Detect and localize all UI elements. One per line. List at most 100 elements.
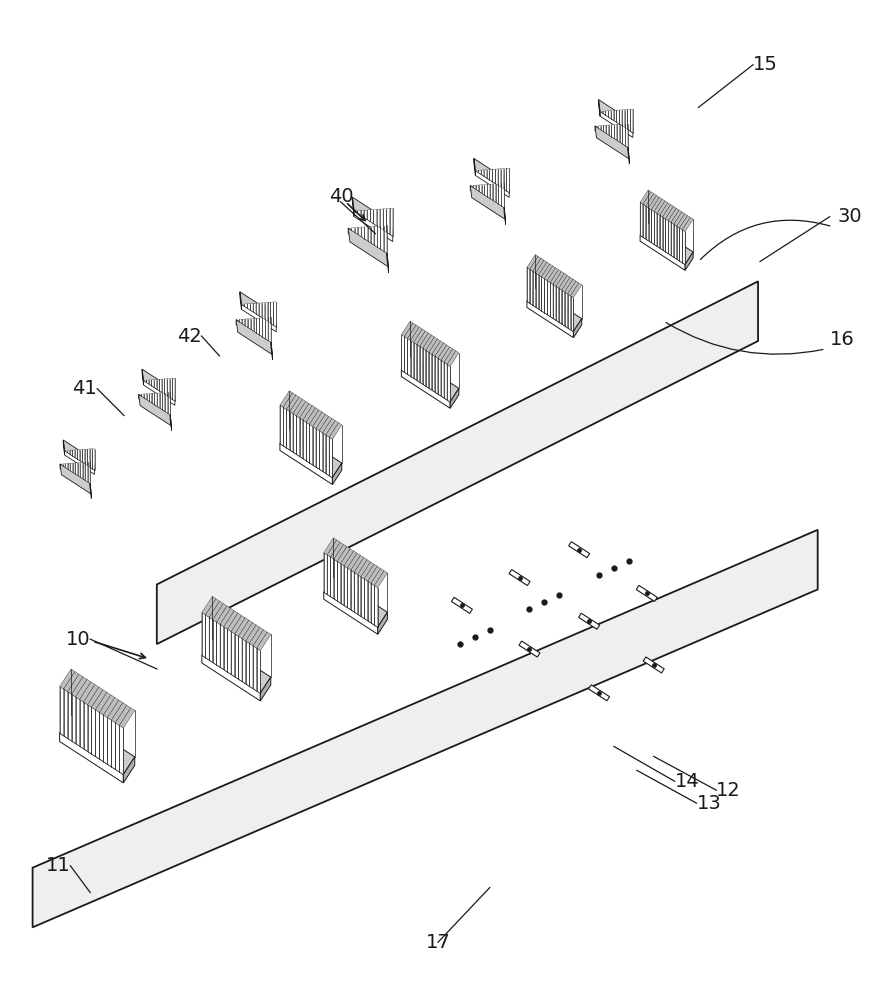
Polygon shape xyxy=(373,209,376,226)
Polygon shape xyxy=(75,697,80,746)
Polygon shape xyxy=(286,409,290,450)
Polygon shape xyxy=(621,124,625,146)
Polygon shape xyxy=(447,351,459,366)
Polygon shape xyxy=(608,125,611,137)
Polygon shape xyxy=(322,433,325,473)
Polygon shape xyxy=(371,569,384,586)
Polygon shape xyxy=(290,397,302,414)
Polygon shape xyxy=(202,613,206,658)
Polygon shape xyxy=(595,126,628,159)
Polygon shape xyxy=(613,110,616,122)
Polygon shape xyxy=(283,407,286,448)
Polygon shape xyxy=(619,124,621,144)
Polygon shape xyxy=(370,226,374,245)
Polygon shape xyxy=(267,302,270,323)
Polygon shape xyxy=(241,304,276,332)
Polygon shape xyxy=(673,224,676,259)
Polygon shape xyxy=(72,450,74,457)
Polygon shape xyxy=(480,170,484,176)
Polygon shape xyxy=(555,273,567,288)
Polygon shape xyxy=(473,158,475,175)
Polygon shape xyxy=(316,429,319,469)
Polygon shape xyxy=(552,272,564,286)
Polygon shape xyxy=(115,705,131,725)
Polygon shape xyxy=(260,677,271,701)
Polygon shape xyxy=(149,393,152,403)
Polygon shape xyxy=(407,339,410,376)
Polygon shape xyxy=(527,288,581,331)
Polygon shape xyxy=(354,211,357,213)
Polygon shape xyxy=(629,109,632,133)
Polygon shape xyxy=(296,401,308,418)
Polygon shape xyxy=(659,203,670,217)
Polygon shape xyxy=(413,343,416,380)
Polygon shape xyxy=(280,429,342,478)
Polygon shape xyxy=(170,415,172,431)
Polygon shape xyxy=(241,319,245,325)
Polygon shape xyxy=(558,275,569,290)
Polygon shape xyxy=(142,369,143,385)
Polygon shape xyxy=(639,223,692,264)
Polygon shape xyxy=(325,421,338,437)
Polygon shape xyxy=(240,292,276,327)
Polygon shape xyxy=(325,435,329,475)
Text: 13: 13 xyxy=(696,794,721,813)
Polygon shape xyxy=(238,636,241,681)
Polygon shape xyxy=(75,463,78,475)
Polygon shape xyxy=(327,540,340,557)
Polygon shape xyxy=(80,449,82,462)
Polygon shape xyxy=(367,210,370,221)
Polygon shape xyxy=(64,451,95,474)
Polygon shape xyxy=(63,440,64,455)
Polygon shape xyxy=(555,286,558,322)
Polygon shape xyxy=(364,227,367,241)
Polygon shape xyxy=(290,412,292,452)
Polygon shape xyxy=(74,450,77,459)
Polygon shape xyxy=(602,111,605,115)
Polygon shape xyxy=(265,317,268,340)
Polygon shape xyxy=(656,201,667,215)
Polygon shape xyxy=(209,617,213,662)
Polygon shape xyxy=(475,171,509,197)
Polygon shape xyxy=(529,269,532,305)
Polygon shape xyxy=(309,424,312,465)
Polygon shape xyxy=(588,685,609,701)
Polygon shape xyxy=(164,392,167,413)
Polygon shape xyxy=(642,192,653,206)
Polygon shape xyxy=(437,358,441,396)
Polygon shape xyxy=(441,360,443,398)
Polygon shape xyxy=(605,125,608,135)
Polygon shape xyxy=(371,583,374,625)
Polygon shape xyxy=(664,219,668,253)
Polygon shape xyxy=(270,302,273,325)
Polygon shape xyxy=(422,348,426,386)
Polygon shape xyxy=(489,184,493,200)
Polygon shape xyxy=(227,629,231,674)
Polygon shape xyxy=(259,318,262,337)
Polygon shape xyxy=(80,462,82,479)
Polygon shape xyxy=(143,380,146,382)
Polygon shape xyxy=(350,555,363,572)
Polygon shape xyxy=(337,547,350,564)
Polygon shape xyxy=(662,217,664,252)
Polygon shape xyxy=(347,568,350,610)
Polygon shape xyxy=(383,209,386,232)
Text: 17: 17 xyxy=(426,933,450,952)
Polygon shape xyxy=(319,416,332,433)
Polygon shape xyxy=(670,210,681,224)
Polygon shape xyxy=(70,450,72,456)
Polygon shape xyxy=(236,320,271,347)
Polygon shape xyxy=(63,464,65,467)
Polygon shape xyxy=(330,557,333,599)
Polygon shape xyxy=(407,325,418,341)
Polygon shape xyxy=(107,700,122,720)
Polygon shape xyxy=(643,657,663,673)
Polygon shape xyxy=(599,111,602,113)
Polygon shape xyxy=(249,303,253,312)
Polygon shape xyxy=(639,190,650,204)
Polygon shape xyxy=(627,109,629,131)
Polygon shape xyxy=(236,320,272,355)
Polygon shape xyxy=(250,318,253,331)
Polygon shape xyxy=(324,592,377,634)
Polygon shape xyxy=(621,110,624,127)
